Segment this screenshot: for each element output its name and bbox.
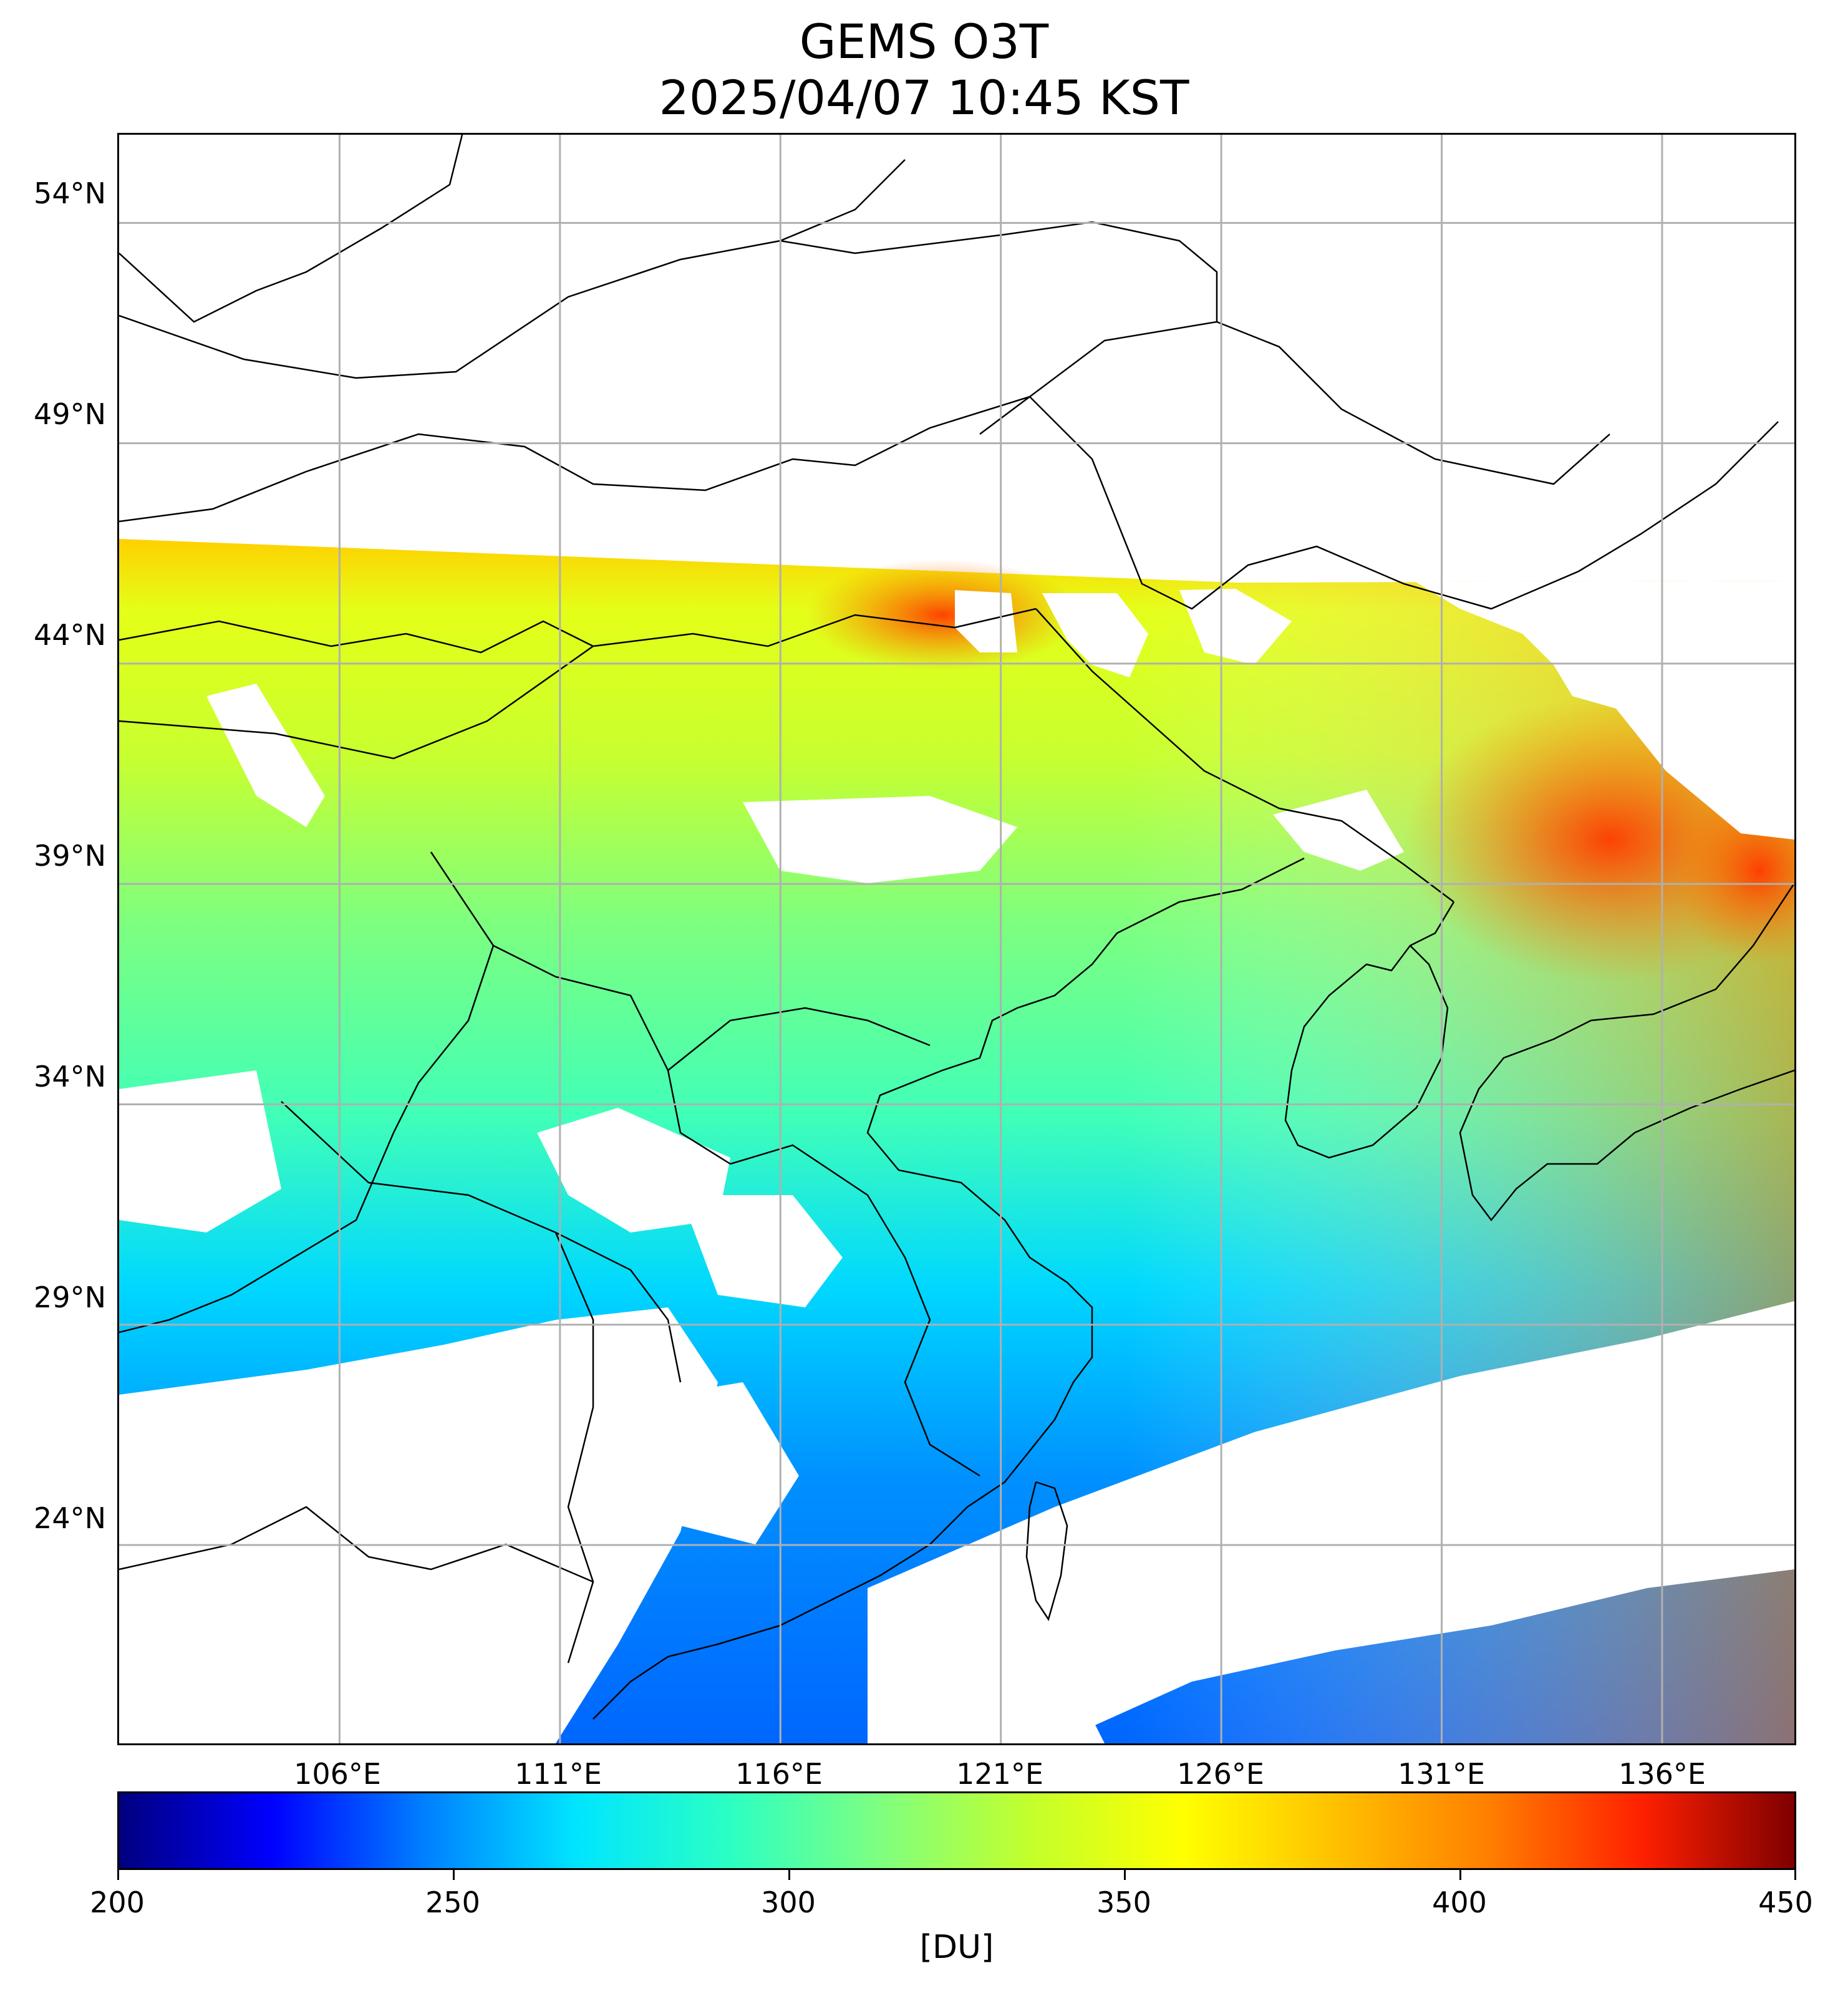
border-line	[119, 395, 1030, 523]
border-line	[1216, 321, 1610, 485]
lon-label: 106°E	[294, 1757, 381, 1791]
lon-label: 126°E	[1177, 1757, 1264, 1791]
colorbar-tick	[117, 1870, 119, 1880]
lon-label: 111°E	[515, 1757, 602, 1791]
missing-data-area	[680, 1195, 843, 1307]
colorbar-label: 350	[1096, 1886, 1151, 1919]
border-line	[119, 620, 594, 654]
gridlines	[119, 135, 1794, 1743]
province-border	[730, 1144, 980, 1477]
border-line	[780, 221, 1218, 435]
colorbar-unit: [DU]	[919, 1929, 994, 1966]
missing-data-area	[1042, 593, 1148, 677]
lat-label: 54°N	[34, 177, 106, 210]
lon-label: 121°E	[956, 1757, 1043, 1791]
colorbar-label: 400	[1432, 1886, 1487, 1919]
province-border	[554, 1232, 594, 1664]
missing-data-area	[537, 1108, 730, 1233]
province-border	[667, 1007, 931, 1071]
missing-data-area	[743, 796, 1017, 883]
colorbar-tick	[1459, 1870, 1461, 1880]
colorbar-label: 200	[90, 1886, 145, 1919]
korea-coast	[1284, 901, 1455, 1159]
lon-label: 131°E	[1398, 1757, 1485, 1791]
border-line	[119, 135, 463, 323]
missing-data-area	[119, 1070, 281, 1233]
lon-label: 136°E	[1618, 1757, 1706, 1791]
china-coast	[593, 857, 1305, 1720]
lat-label: 39°N	[34, 839, 106, 873]
colorbar-tick	[453, 1870, 455, 1880]
taiwan-coast	[1025, 1481, 1068, 1621]
missing-data-area	[668, 1382, 799, 1544]
colorbar-tick	[1124, 1870, 1126, 1880]
lat-label: 34°N	[34, 1060, 106, 1093]
high-ozone-north	[805, 559, 1080, 671]
map-timestamp: 2025/04/07 10:45 KST	[659, 70, 1189, 125]
japan-coast	[1459, 883, 1794, 1222]
colorbar-tick	[1794, 1870, 1796, 1880]
lat-label: 29°N	[34, 1281, 106, 1314]
colorbar-label: 300	[761, 1886, 816, 1919]
border-line	[1035, 608, 1454, 903]
border-line	[119, 608, 1037, 760]
missing-data-area	[1236, 565, 1794, 840]
ozone-map	[117, 133, 1796, 1745]
colorbar	[117, 1791, 1796, 1870]
border-line	[1029, 396, 1779, 610]
lat-label: 49°N	[34, 397, 106, 431]
map-title: GEMS O3T	[799, 14, 1049, 69]
missing-data-area	[930, 1644, 1105, 1743]
missing-data-areas	[119, 565, 1794, 1743]
missing-data-area	[1273, 790, 1404, 871]
missing-data-area	[1179, 589, 1292, 665]
province-border	[119, 945, 495, 1334]
missing-data-area	[868, 1301, 1794, 1743]
colorbar-label: 450	[1758, 1886, 1813, 1919]
lat-label: 44°N	[34, 618, 106, 652]
coastlines-borders	[119, 135, 1794, 1720]
lat-label: 24°N	[34, 1501, 106, 1535]
border-line	[119, 159, 906, 379]
missing-data-area	[206, 684, 325, 827]
colorbar-tick	[788, 1870, 790, 1880]
missing-data-area	[119, 1307, 718, 1743]
lon-label: 116°E	[735, 1757, 823, 1791]
colorbar-label: 250	[425, 1886, 480, 1919]
